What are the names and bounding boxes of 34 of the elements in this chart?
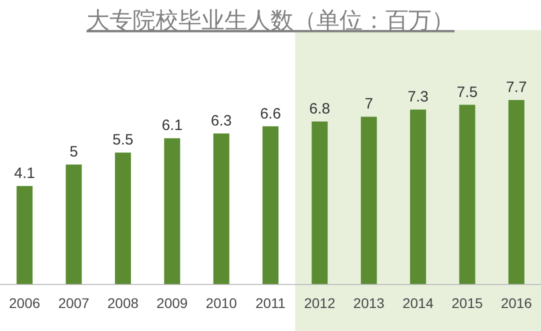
bar [410, 110, 426, 284]
x-tick-label: 2012 [304, 295, 336, 311]
x-tick-label: 2015 [452, 295, 484, 311]
x-tick-label: 2016 [500, 295, 532, 311]
bar [262, 126, 278, 284]
data-label: 4.1 [14, 165, 36, 182]
bar [312, 122, 328, 284]
x-tick-label: 2008 [107, 295, 139, 311]
x-tick-label: 2007 [58, 295, 90, 311]
data-label: 7 [364, 96, 374, 113]
data-label: 6.1 [162, 117, 183, 134]
x-tick-label: 2006 [9, 295, 40, 311]
data-label: 7.7 [506, 79, 527, 96]
bar [66, 164, 82, 284]
x-tick-label: 2014 [402, 295, 434, 311]
x-tick-label: 2013 [353, 295, 385, 311]
x-tick-label: 2011 [255, 295, 286, 311]
data-label: 6.3 [210, 112, 232, 130]
data-label: 5 [70, 144, 78, 161]
bar [459, 104, 476, 284]
bar [213, 133, 230, 284]
data-label: 5.5 [112, 132, 134, 149]
bar [16, 186, 33, 284]
bar [114, 152, 131, 284]
bar [360, 116, 377, 284]
bar [164, 138, 180, 284]
data-label: 7.3 [408, 88, 428, 106]
x-tick-label: 2009 [156, 295, 188, 311]
chart-title: 大专院校毕业生人数（单位：百万） [86, 7, 454, 33]
data-label: 6.8 [309, 100, 330, 118]
bar [508, 100, 524, 284]
x-tick-label: 2010 [206, 295, 238, 311]
data-label: 6.6 [260, 105, 281, 122]
data-label: 7.5 [456, 84, 478, 101]
